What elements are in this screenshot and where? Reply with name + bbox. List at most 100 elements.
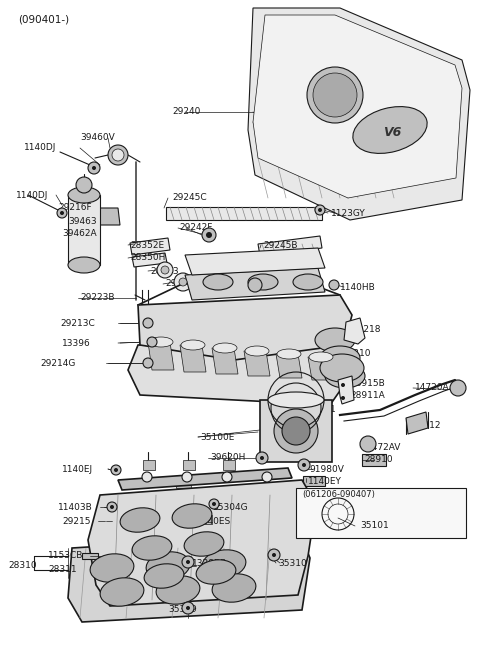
Bar (194, 515, 212, 524)
Ellipse shape (172, 504, 212, 528)
Polygon shape (212, 348, 238, 374)
Text: 35310: 35310 (278, 559, 307, 567)
Text: 28352E: 28352E (130, 240, 164, 249)
Circle shape (318, 208, 322, 212)
Circle shape (182, 472, 192, 482)
Text: 1140DJ: 1140DJ (24, 143, 56, 152)
Polygon shape (88, 480, 316, 606)
Circle shape (186, 560, 190, 564)
Bar (183, 460, 195, 470)
Ellipse shape (277, 349, 301, 359)
Circle shape (111, 465, 121, 475)
Circle shape (174, 273, 192, 291)
Text: 28383: 28383 (150, 267, 179, 275)
Circle shape (146, 361, 150, 365)
Text: 11403B: 11403B (58, 503, 93, 512)
Text: 1140EJ: 1140EJ (62, 464, 93, 474)
Ellipse shape (120, 508, 160, 532)
Ellipse shape (156, 576, 200, 604)
Text: 28350H: 28350H (130, 253, 166, 262)
Bar (143, 460, 155, 470)
Text: 39300A: 39300A (215, 280, 250, 289)
Text: V6: V6 (383, 127, 401, 140)
Text: 35309: 35309 (168, 605, 197, 614)
Circle shape (147, 337, 157, 347)
Text: 35304G: 35304G (212, 503, 248, 512)
Circle shape (360, 436, 376, 452)
Polygon shape (118, 468, 292, 490)
Polygon shape (138, 295, 352, 360)
Circle shape (307, 67, 363, 123)
Circle shape (212, 502, 216, 506)
Polygon shape (276, 354, 302, 378)
Circle shape (274, 409, 318, 453)
Polygon shape (406, 412, 428, 434)
Circle shape (329, 280, 339, 290)
Circle shape (252, 282, 258, 288)
Ellipse shape (149, 337, 173, 347)
Ellipse shape (100, 578, 144, 606)
Circle shape (182, 556, 194, 568)
Bar (223, 460, 235, 470)
Polygon shape (344, 318, 365, 344)
Circle shape (256, 452, 268, 464)
Circle shape (332, 283, 336, 287)
Text: (090401-): (090401-) (18, 14, 69, 24)
Text: 29223B: 29223B (80, 293, 115, 302)
Text: 29214G: 29214G (40, 359, 75, 368)
Ellipse shape (202, 550, 246, 578)
Text: 13396: 13396 (62, 339, 91, 348)
Circle shape (88, 162, 100, 174)
Text: 29218: 29218 (352, 326, 381, 335)
Polygon shape (132, 253, 167, 267)
Ellipse shape (68, 187, 100, 203)
Ellipse shape (353, 107, 427, 153)
Circle shape (450, 380, 466, 396)
Text: 29240: 29240 (172, 107, 200, 116)
Circle shape (142, 472, 152, 482)
Ellipse shape (212, 574, 256, 602)
Ellipse shape (320, 346, 360, 370)
Text: 39462A: 39462A (62, 229, 96, 238)
Circle shape (57, 208, 67, 218)
Polygon shape (196, 258, 250, 278)
Ellipse shape (146, 552, 190, 580)
Ellipse shape (248, 274, 278, 290)
Text: 1472AV: 1472AV (367, 443, 401, 452)
Polygon shape (90, 208, 120, 225)
Polygon shape (338, 376, 354, 404)
Circle shape (262, 472, 272, 482)
Text: (061206-090407): (061206-090407) (302, 490, 375, 499)
Text: 1153CB: 1153CB (48, 550, 84, 559)
Bar (176, 480, 191, 488)
Ellipse shape (68, 257, 100, 273)
Text: 39620H: 39620H (210, 453, 245, 463)
Circle shape (179, 278, 187, 286)
Text: 1123GY: 1123GY (331, 209, 366, 218)
Circle shape (76, 177, 92, 193)
Polygon shape (248, 8, 470, 220)
Circle shape (302, 463, 306, 467)
Text: 28915B: 28915B (350, 379, 385, 388)
Circle shape (209, 499, 219, 509)
Circle shape (143, 358, 153, 368)
Ellipse shape (309, 352, 333, 362)
Text: 29213C: 29213C (60, 318, 95, 328)
Text: 29245B: 29245B (263, 240, 298, 249)
Ellipse shape (203, 274, 233, 290)
Text: 35101: 35101 (360, 521, 389, 530)
Circle shape (150, 340, 154, 344)
Polygon shape (128, 335, 352, 405)
Circle shape (157, 262, 173, 278)
Circle shape (108, 145, 128, 165)
Ellipse shape (245, 346, 269, 356)
Circle shape (268, 549, 280, 561)
Text: 1140EY: 1140EY (308, 477, 342, 486)
Circle shape (282, 417, 310, 445)
Circle shape (341, 396, 345, 400)
Polygon shape (244, 351, 270, 376)
Polygon shape (185, 268, 325, 300)
Text: 28911A: 28911A (350, 391, 385, 401)
Bar (166, 207, 322, 220)
Bar (303, 476, 325, 486)
